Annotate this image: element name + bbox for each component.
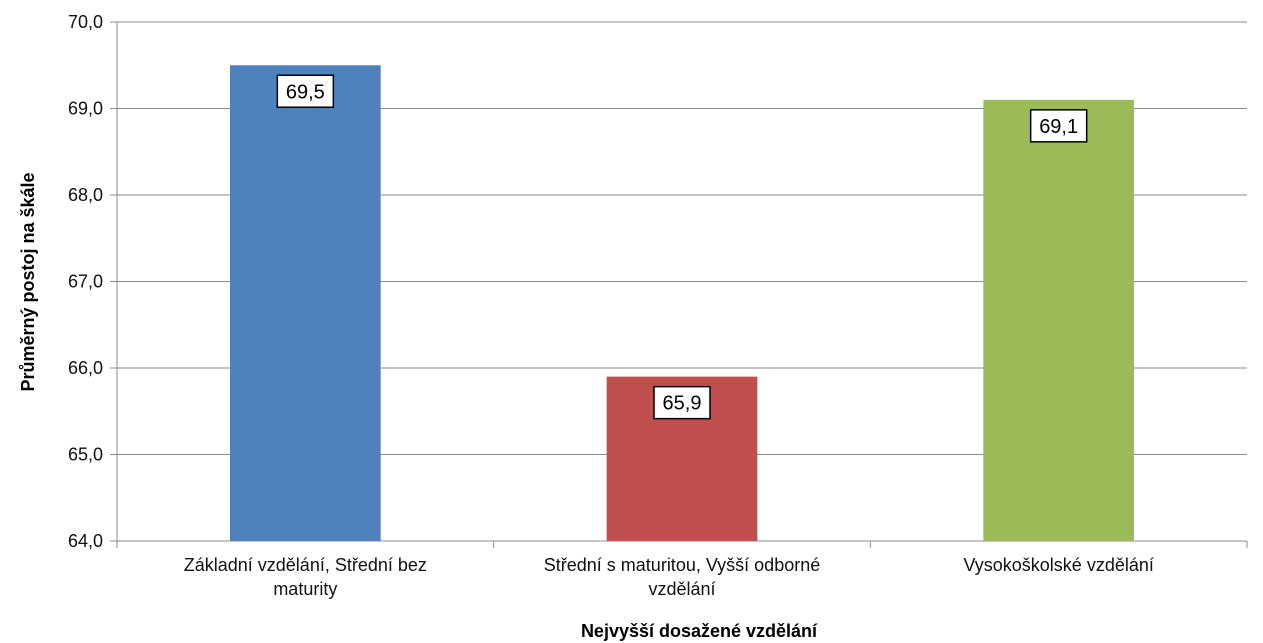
data-label-group: 65,9: [653, 385, 711, 420]
data-label-box: [276, 74, 335, 108]
y-tick-label: 69,0: [68, 99, 103, 119]
data-label: 69,5: [286, 81, 325, 103]
data-labels: 69,5 65,9 69,1: [276, 74, 1088, 420]
bar: [230, 65, 381, 541]
bars: [230, 65, 1134, 541]
x-axis-title: Nejvyšší dosažené vzdělání: [581, 621, 818, 641]
y-tick-label: 70,0: [68, 12, 103, 32]
data-label-group: 69,1: [1029, 109, 1088, 143]
data-label: 69,1: [1039, 116, 1078, 138]
x-category-label: Vysokoškolské vzdělání: [963, 555, 1153, 575]
y-tick-label: 65,0: [68, 445, 103, 465]
x-category-label-line: maturity: [273, 579, 337, 599]
y-tick-labels: 64,0 65,0 66,0 67,0 68,0 69,0 70,0: [68, 12, 103, 551]
x-category-labels: Základní vzdělání, Střední bez maturity St…: [184, 555, 1154, 599]
data-label-box: [1029, 109, 1088, 143]
y-tick-label: 67,0: [68, 272, 103, 292]
y-axis-title: Průměrný postoj na škále: [18, 172, 38, 391]
y-tick-label: 68,0: [68, 185, 103, 205]
data-label: 65,9: [663, 393, 702, 415]
x-category-label-line: vzdělání: [648, 579, 715, 599]
x-category-label-line: Vysokoškolské vzdělání: [963, 555, 1153, 575]
y-tick-label: 64,0: [68, 531, 103, 551]
x-category-label-line: Střední s maturitou, Vyšší odborné: [544, 555, 820, 575]
y-tick-label: 66,0: [68, 358, 103, 378]
x-category-label-line: Základní vzdělání, Střední bez: [184, 555, 427, 575]
data-label-group: 69,5: [276, 74, 335, 108]
x-category-label: Základní vzdělání, Střední bez maturity: [184, 555, 427, 599]
x-category-label: Střední s maturitou, Vyšší odborné vzdělá…: [544, 555, 820, 599]
bar: [983, 99, 1134, 541]
data-label-box: [653, 385, 711, 420]
